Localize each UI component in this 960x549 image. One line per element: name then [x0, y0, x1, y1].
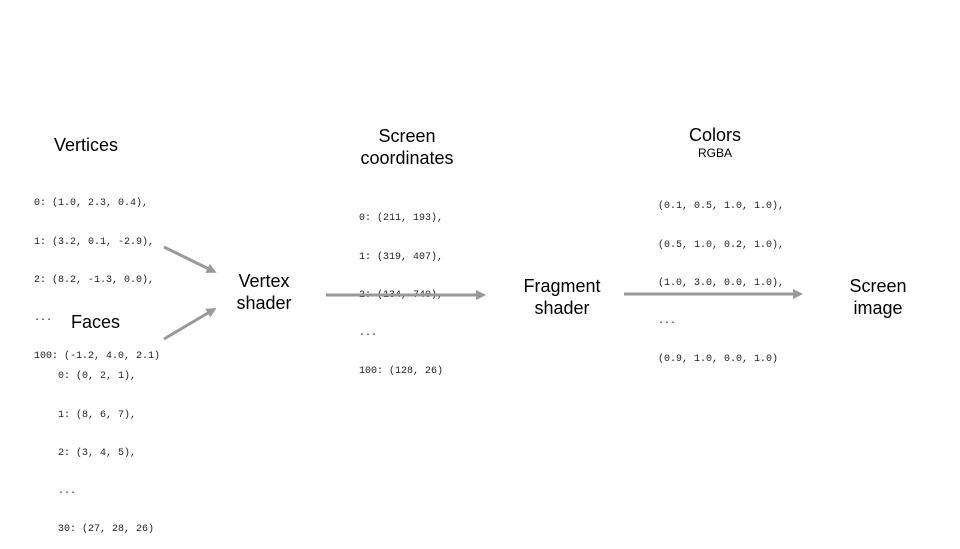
faces-list: 0: (0, 2, 1), 1: (8, 6, 7), 2: (3, 4, 5)… — [58, 346, 154, 549]
colors-list: (0.1, 0.5, 1.0, 1.0), (0.5, 1.0, 0.2, 1.… — [658, 176, 784, 379]
screen-coordinates-title: Screen coordinates — [359, 125, 455, 169]
screen-coordinates-line: ... — [359, 327, 378, 339]
screen-coordinates-line: 0: (211, 193), — [359, 213, 444, 225]
colors-subtitle: RGBA — [697, 146, 732, 160]
faces-line: 1: (8, 6, 7), — [58, 409, 137, 421]
fragment-shader-line1: Fragment — [523, 276, 601, 296]
vertices-list: 0: (1.0, 2.3, 0.4), 1: (3.2, 0.1, -2.9),… — [34, 173, 160, 376]
vertex-shader-line2: shader — [236, 293, 292, 313]
colors-line: (0.1, 0.5, 1.0, 1.0), — [658, 201, 785, 213]
colors-line: (0.9, 1.0, 0.0, 1.0) — [658, 353, 779, 365]
colors-line: (0.5, 1.0, 0.2, 1.0), — [658, 239, 785, 251]
vertices-line: 1: (3.2, 0.1, -2.9), — [34, 236, 155, 248]
screen-coordinates-title-line2: coordinates — [360, 148, 454, 168]
vertex-shader-line1: Vertex — [238, 271, 290, 291]
vertices-line: 100: (-1.2, 4.0, 2.1) — [34, 350, 161, 362]
screen-coordinates-title-line1: Screen — [378, 126, 436, 146]
faces-line: ... — [58, 485, 77, 497]
colors-line: ... — [658, 315, 677, 327]
fragment-shader-line2: shader — [534, 298, 590, 318]
fragment-shader-label: Fragment shader — [517, 275, 607, 319]
screen-image-line1: Screen — [849, 276, 907, 296]
arrow-faces-to-vertex-shader — [163, 307, 217, 341]
vertex-shader-label: Vertex shader — [234, 270, 294, 314]
faces-line: 0: (0, 2, 1), — [58, 371, 137, 383]
faces-line: 2: (3, 4, 5), — [58, 447, 137, 459]
vertices-line: ... — [34, 312, 53, 324]
screen-coordinates-line: 1: (319, 407), — [359, 251, 444, 263]
screen-coordinates-line: 100: (128, 26) — [359, 365, 444, 377]
vertices-title: Vertices — [54, 135, 119, 155]
faces-line: 30: (27, 28, 26) — [58, 523, 155, 535]
screen-image-label: Screen image — [843, 275, 913, 319]
colors-line: (1.0, 3.0, 0.0, 1.0), — [658, 277, 785, 289]
screen-image-line2: image — [853, 298, 903, 318]
colors-title: Colors — [688, 125, 741, 145]
arrow-vertices-to-vertex-shader — [163, 245, 217, 273]
faces-title: Faces — [71, 312, 121, 332]
vertices-line: 2: (8.2, -1.3, 0.0), — [34, 274, 155, 286]
vertices-line: 0: (1.0, 2.3, 0.4), — [34, 198, 149, 210]
